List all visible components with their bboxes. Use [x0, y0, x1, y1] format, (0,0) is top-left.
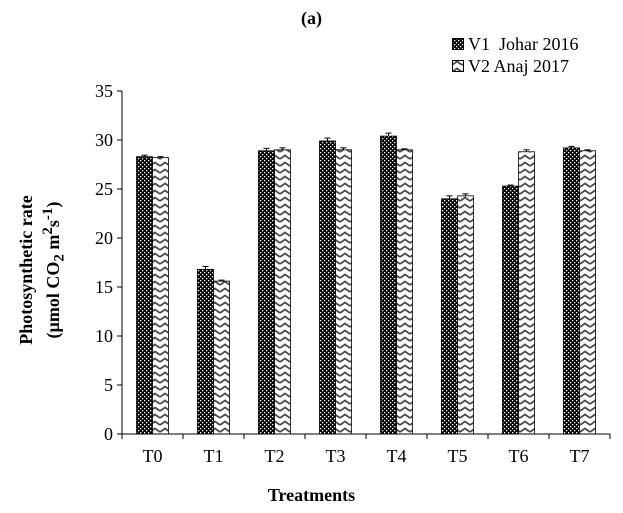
panel-label: (a) [301, 8, 322, 28]
x-tick-label-T2: T2 [265, 446, 285, 466]
legend-item-series-2: V2 Anaj 2017 [452, 55, 579, 77]
y-tick-label: 20 [95, 228, 113, 248]
y-unit-sup: 2 [40, 227, 56, 235]
y-unit-part: s [43, 220, 63, 228]
legend-label-series-2: V2 Anaj 2017 [468, 56, 569, 76]
y-tick-label: 25 [95, 179, 113, 199]
x-axis-title: Treatments [267, 485, 356, 505]
y-unit-part: m [43, 234, 63, 255]
y-axis-title-line2: (µmol CO2 m2s-1) [37, 50, 71, 490]
bar-dots-T4 [380, 135, 397, 435]
bar-zigzag-T2 [274, 149, 291, 435]
bar-dots-T0 [136, 156, 153, 435]
bars-layer [136, 132, 596, 435]
bar-zigzag-T0 [152, 157, 169, 435]
y-unit-part: (µmol CO [43, 261, 63, 339]
legend-swatch-dots [452, 38, 464, 50]
x-tick-label-T6: T6 [509, 446, 529, 466]
y-tick-label: 0 [104, 424, 113, 444]
bar-zigzag-T7 [579, 150, 596, 435]
x-tick-label-T1: T1 [204, 446, 224, 466]
y-tick-label: 5 [104, 375, 113, 395]
bar-dots-T1 [197, 268, 214, 435]
y-tick-label: 35 [95, 81, 113, 101]
legend-item-series-1: V1 Johar 2016 [452, 33, 579, 55]
bar-dots-T7 [563, 147, 580, 435]
y-tick-label: 10 [95, 326, 113, 346]
y-axis-title-line1: Photosynthetic rate [16, 195, 36, 345]
legend: V1 Johar 2016 V2 Anaj 2017 [452, 33, 579, 77]
bar-dots-T5 [441, 198, 458, 435]
x-tick-label-T3: T3 [326, 446, 346, 466]
bar-dots-T3 [319, 140, 336, 435]
bar-zigzag-T5 [457, 195, 474, 435]
x-tick-label-T7: T7 [570, 446, 590, 466]
y-unit-part: ) [43, 201, 63, 208]
bar-dots-T2 [258, 150, 275, 435]
x-tick-label-T5: T5 [448, 446, 468, 466]
legend-swatch-zigzag [452, 60, 464, 72]
bar-zigzag-T4 [396, 149, 413, 435]
y-tick-label: 15 [95, 277, 113, 297]
y-unit-sub: 2 [51, 254, 68, 262]
y-unit-sup: -1 [40, 207, 56, 221]
x-tick-label-T0: T0 [143, 446, 163, 466]
y-axis-title: Photosynthetic rate (µmol CO2 m2s-1) [15, 50, 71, 490]
legend-label-series-1: V1 Johar 2016 [468, 34, 579, 54]
y-tick-label: 30 [95, 130, 113, 150]
bar-zigzag-T3 [335, 149, 352, 435]
axes-layer: 0 5 10 15 20 25 30 35 T0 T1 T2 T3 T4 T5 T6 T7 [95, 81, 611, 466]
bar-dots-T6 [502, 185, 519, 435]
bar-zigzag-T1 [213, 280, 230, 435]
bar-zigzag-T6 [518, 151, 535, 435]
x-tick-label-T4: T4 [387, 446, 407, 466]
